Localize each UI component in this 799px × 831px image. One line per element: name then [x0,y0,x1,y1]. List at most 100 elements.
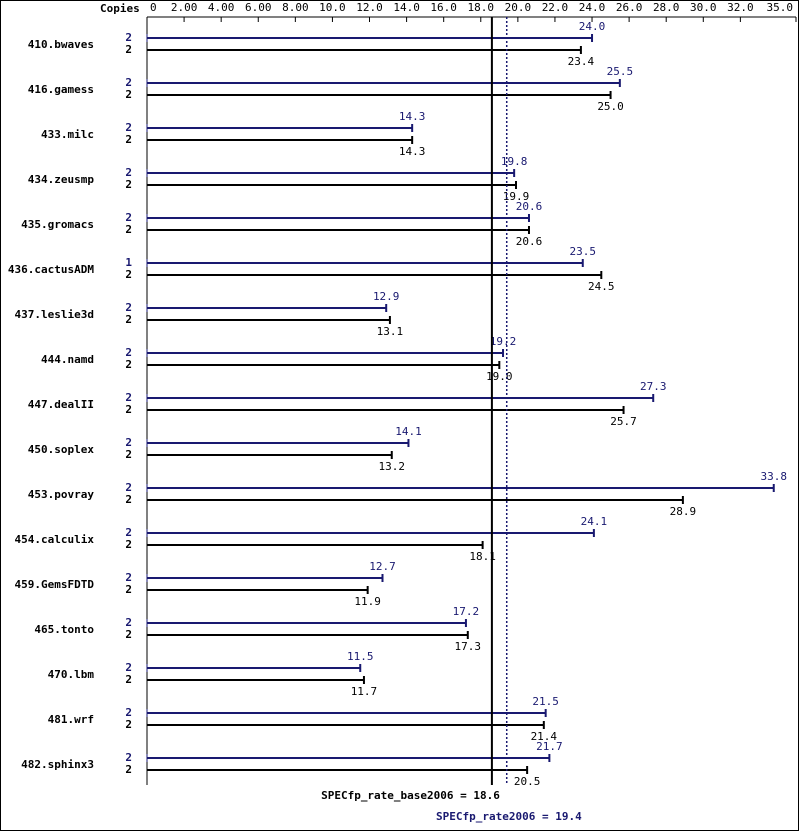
value-label: 19.9 [503,190,530,203]
value-label: 24.1 [581,515,608,528]
copies-label: 2 [125,526,132,539]
x-tick-label: 26.0 [616,1,643,14]
x-tick-label: 14.0 [393,1,420,14]
copies-label: 2 [125,718,132,731]
copies-label: 2 [125,76,132,89]
value-label: 13.2 [379,460,406,473]
category-label: 453.povray [28,488,95,501]
x-tick-label: 6.00 [245,1,272,14]
value-label: 33.8 [760,470,787,483]
x-tick-label: 0 [150,1,157,14]
copies-label: 2 [125,751,132,764]
value-label: 21.5 [532,695,559,708]
category-label: 459.GemsFDTD [15,578,95,591]
value-label: 23.4 [568,55,595,68]
x-tick-label: 35.0 [767,1,794,14]
value-label: 18.1 [469,550,496,563]
value-label: 19.0 [486,370,513,383]
x-tick-label: 18.0 [468,1,495,14]
copies-label: 2 [125,178,132,191]
copies-label: 2 [125,223,132,236]
category-label: 465.tonto [34,623,94,636]
value-label: 23.5 [570,245,597,258]
category-label: 447.dealII [28,398,94,411]
copies-label: 2 [125,763,132,776]
copies-label: 2 [125,358,132,371]
value-label: 14.3 [399,145,426,158]
x-tick-label: 20.0 [505,1,532,14]
value-label: 27.3 [640,380,667,393]
copies-label: 2 [125,616,132,629]
value-label: 25.7 [610,415,637,428]
copies-label: 2 [125,121,132,134]
copies-label: 2 [125,538,132,551]
x-tick-label: 22.0 [542,1,569,14]
value-label: 13.1 [377,325,404,338]
value-label: 11.9 [354,595,381,608]
reference-label: SPECfp_rate_base2006 = 18.6 [321,789,500,802]
copies-label: 2 [125,436,132,449]
category-label: 450.soplex [28,443,95,456]
x-tick-label: 24.0 [579,1,606,14]
x-tick-label: 4.00 [208,1,235,14]
value-label: 17.3 [455,640,482,653]
copies-label: 2 [125,301,132,314]
copies-label: 2 [125,481,132,494]
copies-label: 2 [125,268,132,281]
category-label: 437.leslie3d [15,308,94,321]
value-label: 14.1 [395,425,422,438]
value-label: 24.0 [579,20,606,33]
copies-header: Copies [100,2,140,15]
category-label: 436.cactusADM [8,263,94,276]
value-label: 11.5 [347,650,374,663]
reference-label: SPECfp_rate2006 = 19.4 [436,810,582,823]
value-label: 12.9 [373,290,400,303]
value-label: 11.7 [351,685,378,698]
category-label: 434.zeusmp [28,173,95,186]
copies-label: 2 [125,133,132,146]
copies-label: 2 [125,706,132,719]
copies-label: 1 [125,256,132,269]
copies-label: 2 [125,31,132,44]
value-label: 19.8 [501,155,528,168]
copies-label: 2 [125,493,132,506]
x-tick-label: 12.0 [356,1,383,14]
category-label: 433.milc [41,128,94,141]
x-tick-label: 10.0 [319,1,346,14]
value-label: 25.5 [607,65,634,78]
copies-label: 2 [125,43,132,56]
x-tick-label: 16.0 [430,1,457,14]
value-label: 14.3 [399,110,426,123]
copies-label: 2 [125,313,132,326]
category-label: 416.gamess [28,83,94,96]
copies-label: 2 [125,166,132,179]
x-tick-label: 32.0 [727,1,754,14]
category-label: 410.bwaves [28,38,94,51]
copies-label: 2 [125,448,132,461]
copies-label: 2 [125,628,132,641]
category-label: 454.calculix [15,533,95,546]
value-label: 24.5 [588,280,615,293]
value-label: 20.6 [516,235,543,248]
value-label: 17.2 [453,605,480,618]
category-label: 444.namd [41,353,94,366]
value-label: 28.9 [670,505,697,518]
category-label: 435.gromacs [21,218,94,231]
value-label: 21.4 [531,730,558,743]
x-tick-label: 8.00 [282,1,309,14]
category-label: 470.lbm [48,668,95,681]
copies-label: 2 [125,571,132,584]
copies-label: 2 [125,211,132,224]
value-label: 20.5 [514,775,541,788]
copies-label: 2 [125,391,132,404]
copies-label: 2 [125,661,132,674]
value-label: 19.2 [490,335,517,348]
copies-label: 2 [125,403,132,416]
category-label: 481.wrf [48,713,94,726]
value-label: 25.0 [597,100,624,113]
x-tick-label: 2.00 [171,1,198,14]
category-label: 482.sphinx3 [21,758,94,771]
